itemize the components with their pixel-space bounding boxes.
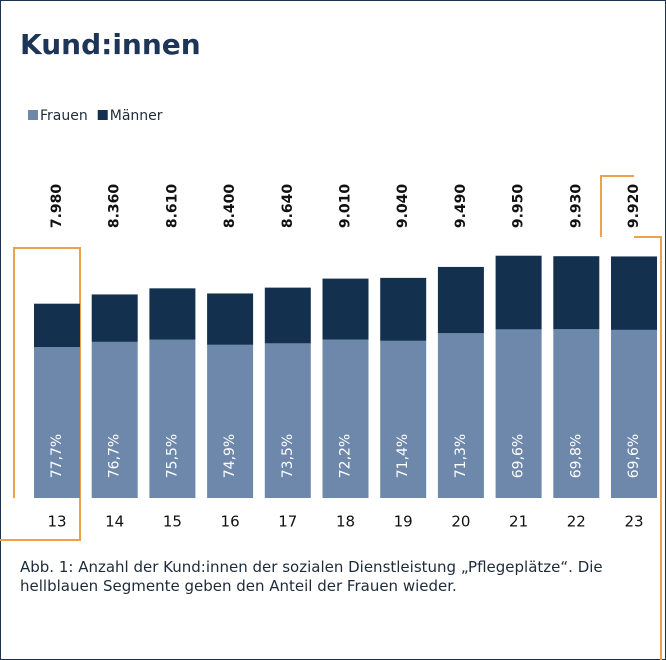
- total-label: 9.010: [338, 184, 354, 229]
- bar-segment: [322, 339, 369, 498]
- legend-label: Männer: [110, 108, 163, 124]
- x-tick-label: 22: [567, 513, 586, 531]
- value-label: 76,7%: [107, 434, 123, 478]
- x-tick-label: 20: [451, 513, 470, 531]
- value-label: 73,5%: [280, 434, 296, 478]
- bar-segment: [380, 340, 427, 498]
- value-label: 77,7%: [49, 434, 65, 478]
- bar-segment: [207, 293, 254, 345]
- value-label: 69,6%: [626, 434, 642, 478]
- caption: Abb. 1: Anzahl der Kund:innen der sozial…: [20, 558, 603, 595]
- total-label: 8.610: [164, 184, 180, 229]
- legend-swatch: [97, 110, 108, 120]
- x-tick-label: 14: [105, 513, 124, 531]
- highlight: [0, 175, 662, 660]
- value-label: 69,6%: [511, 434, 527, 478]
- total-label: 9.920: [626, 184, 642, 229]
- bar-segment: [264, 343, 311, 498]
- bar-segment: [34, 347, 80, 498]
- bar-segment: [611, 329, 657, 498]
- value-label: 69,8%: [568, 434, 584, 478]
- legend-swatch: [28, 110, 38, 120]
- bar-segment: [91, 341, 138, 498]
- bar-segment: [264, 287, 311, 344]
- x-tick-label: 19: [394, 513, 413, 531]
- total-label: 9.040: [395, 184, 411, 229]
- total-label: 9.950: [511, 184, 527, 229]
- x-tick-label: 16: [221, 513, 240, 531]
- total-label: 9.930: [568, 184, 584, 229]
- x-tick-label: 15: [163, 513, 182, 531]
- bar-segment: [380, 277, 427, 341]
- x-tick-label: 23: [624, 513, 643, 531]
- bar-segment: [207, 344, 254, 498]
- value-label: 71,3%: [453, 434, 469, 478]
- x-tick-label: 21: [509, 513, 528, 531]
- total-label: 8.360: [107, 184, 123, 229]
- bar-segment: [553, 329, 600, 498]
- x-tick-label: 13: [47, 513, 66, 531]
- bar-segment: [91, 294, 138, 342]
- x-tick-label: 17: [278, 513, 297, 531]
- total-label: 7.980: [49, 184, 65, 229]
- bar-segment: [437, 333, 484, 498]
- bar-segment: [611, 256, 657, 330]
- bar-segment: [495, 329, 542, 498]
- total-label: 8.640: [280, 184, 296, 229]
- value-label: 75,5%: [164, 434, 180, 478]
- total-label: 8.400: [222, 184, 238, 229]
- bar-segment: [437, 266, 484, 334]
- legend-label: Frauen: [40, 108, 88, 124]
- bar-segment: [149, 288, 196, 340]
- bar-segment: [553, 256, 600, 330]
- bar-segment: [34, 303, 80, 348]
- bar-segment: [322, 278, 369, 340]
- chart-title: Kund:innen: [20, 28, 201, 61]
- value-label: 71,4%: [395, 434, 411, 478]
- value-label: 72,2%: [338, 434, 354, 478]
- bar-segment: [149, 339, 196, 498]
- value-label: 74,9%: [222, 434, 238, 478]
- total-label: 9.490: [453, 184, 469, 229]
- bar-segment: [495, 255, 542, 330]
- x-tick-label: 18: [336, 513, 355, 531]
